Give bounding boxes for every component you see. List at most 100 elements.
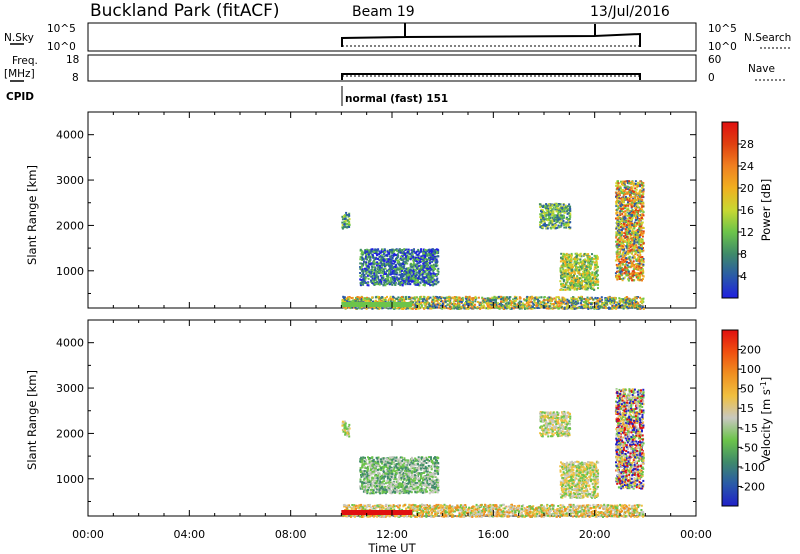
echo-cell — [621, 210, 624, 213]
echo-cell — [626, 202, 629, 205]
echo-cell — [596, 278, 599, 281]
echo-cell — [591, 277, 594, 280]
echo-cell — [567, 273, 570, 276]
echo-cell — [640, 215, 643, 218]
echo-cell — [365, 271, 368, 274]
echo-cell — [467, 307, 470, 310]
echo-cell — [414, 269, 417, 271]
echo-cell — [387, 279, 390, 282]
echo-cell — [399, 258, 402, 261]
echo-cell — [584, 279, 586, 281]
echo-cell — [376, 295, 379, 298]
echo-cell — [616, 214, 619, 216]
echo-cell — [421, 273, 424, 276]
echo-cell — [630, 191, 633, 194]
echo-cell — [415, 250, 418, 253]
echo-cell — [404, 255, 407, 258]
echo-cell — [569, 205, 572, 208]
echo-cell — [412, 268, 415, 271]
echo-cell — [625, 246, 628, 249]
echo-cell — [628, 182, 631, 185]
echo-cell — [366, 274, 369, 277]
echo-cell — [432, 263, 435, 266]
echo-cell — [409, 271, 411, 273]
echo-cell — [616, 192, 619, 195]
echo-cell — [566, 212, 569, 215]
echo-cell — [635, 229, 638, 232]
echo-cell — [618, 242, 621, 245]
echo-cell — [631, 239, 634, 241]
echo-cell — [631, 301, 634, 304]
echo-cell — [629, 235, 632, 238]
echo-cell — [581, 260, 584, 263]
echo-cell — [429, 281, 432, 284]
echo-cell — [573, 282, 575, 285]
echo-cell — [639, 227, 642, 230]
echo-cell — [620, 226, 622, 229]
echo-cell — [377, 300, 379, 303]
echo-cell — [595, 277, 597, 280]
echo-cell — [625, 270, 628, 273]
echo-cell — [457, 298, 460, 301]
echo-cell — [617, 190, 620, 193]
echo-cell — [528, 307, 531, 310]
echo-cell — [565, 283, 568, 286]
echo-cell — [354, 300, 357, 302]
echo-cell — [395, 249, 398, 252]
echo-cell — [427, 277, 429, 280]
echo-cell — [380, 249, 383, 252]
echo-cell — [629, 182, 632, 184]
echo-cell — [572, 297, 575, 300]
echo-cell — [586, 296, 589, 299]
echo-cell — [399, 299, 402, 302]
echo-cell — [574, 278, 577, 281]
echo-cell — [419, 269, 422, 271]
echo-cell — [585, 265, 588, 268]
echo-cell — [444, 305, 447, 308]
echo-cell — [633, 242, 636, 245]
echo-cell — [562, 284, 565, 287]
echo-cell — [570, 280, 573, 282]
echo-cell — [430, 253, 433, 255]
echo-cell — [626, 245, 629, 248]
echo-cell — [421, 266, 424, 269]
echo-cell — [389, 270, 392, 272]
echo-cell — [389, 266, 392, 269]
echo-cell — [631, 302, 634, 305]
echo-cell — [569, 265, 572, 268]
echo-cell — [522, 303, 525, 306]
echo-cell — [348, 299, 351, 301]
echo-cell — [396, 253, 399, 256]
echo-cell — [622, 277, 625, 280]
echo-cell — [366, 256, 369, 259]
echo-cell — [631, 212, 634, 214]
echo-cell — [621, 198, 624, 201]
echo-cell — [437, 306, 440, 309]
echo-cell — [622, 307, 625, 310]
echo-cell — [599, 300, 601, 303]
echo-cell — [640, 223, 643, 226]
echo-cell — [418, 269, 421, 272]
echo-cell — [583, 288, 586, 291]
echo-cell — [588, 265, 591, 268]
echo-cell — [637, 219, 640, 222]
echo-cell — [373, 274, 376, 277]
echo-cell — [587, 308, 590, 310]
echo-cell — [615, 205, 618, 208]
echo-cell — [374, 296, 377, 299]
echo-cell — [618, 202, 621, 205]
echo-cell — [589, 267, 592, 270]
echo-cell — [495, 306, 498, 309]
echo-cell — [632, 304, 635, 307]
echo-cell — [428, 258, 431, 261]
echo-cell — [630, 248, 633, 251]
echo-cell — [472, 302, 474, 305]
echo-cell — [481, 302, 484, 305]
echo-cell — [365, 276, 368, 279]
echo-cell — [595, 298, 598, 301]
echo-cell — [616, 208, 619, 211]
echo-cell — [404, 257, 407, 260]
echo-cell — [398, 273, 401, 276]
echo-cell — [486, 302, 489, 305]
echo-cell — [361, 270, 364, 273]
